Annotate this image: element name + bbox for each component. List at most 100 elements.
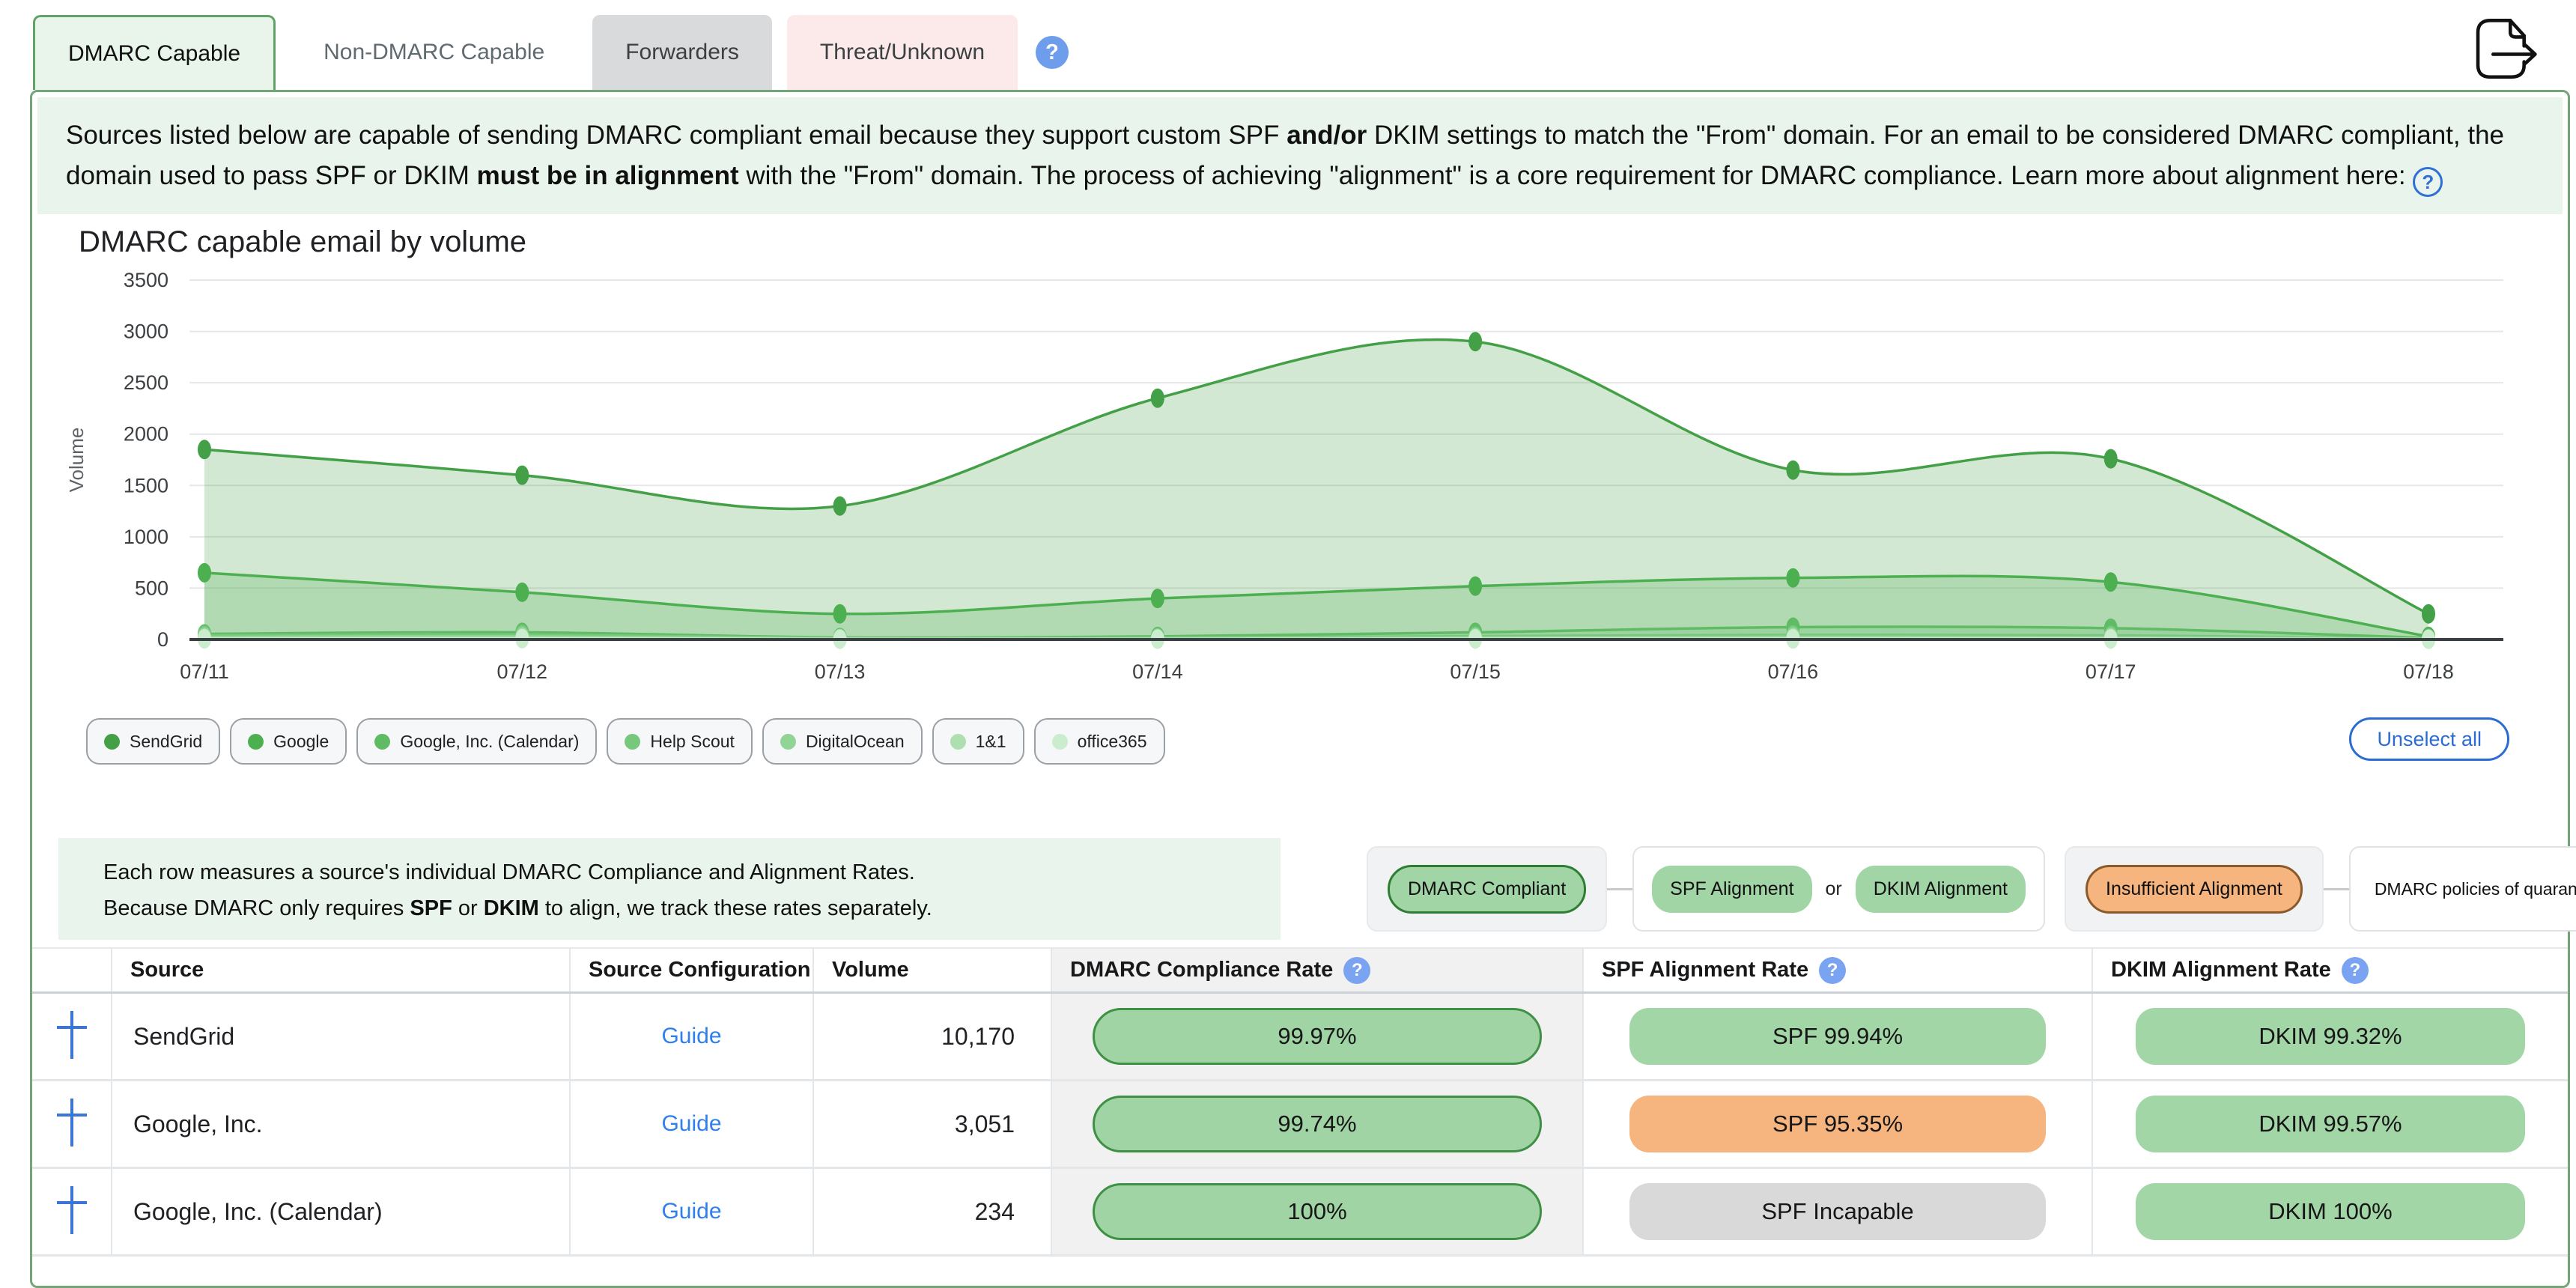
chart-legend: SendGrid Google Google, Inc. (Calendar) … (86, 717, 2509, 765)
info-line-1: Each row measures a source's individual … (103, 860, 915, 884)
legend-card-insufficient: Insufficient Alignment (2065, 846, 2324, 932)
or-label: or (1825, 878, 1842, 899)
svg-text:0: 0 (157, 628, 168, 651)
sources-table: Source Source Configuration Volume DMARC… (32, 947, 2568, 1257)
legend-card-note: DMARC policies of quarantine or reject w… (2348, 846, 2576, 932)
volume-area-chart: 0 500 1000 1500 2000 2500 3000 3500 Volume 07/11 0… (65, 269, 2503, 683)
legend-chip-office365[interactable]: office365 (1033, 718, 1165, 765)
tabs-help-icon[interactable]: ? (1036, 36, 1069, 69)
legend-card-alignment: SPF Alignment or DKIM Alignment (1632, 846, 2046, 932)
legend-chip-1and1[interactable]: 1&1 (932, 718, 1024, 765)
expand-row-button[interactable] (32, 1081, 111, 1167)
policy-note: DMARC policies of quarantine or reject w… (2374, 878, 2576, 899)
legend-chip-label: Help Scout (650, 731, 735, 751)
tab-non-dmarc-capable[interactable]: Non-DMARC Capable (291, 15, 578, 90)
series-color-dot (780, 733, 796, 750)
tab-threat-unknown[interactable]: Threat/Unknown (786, 15, 1018, 90)
svg-text:2000: 2000 (124, 423, 168, 446)
export-button[interactable] (2470, 15, 2539, 84)
table-row: Google, Inc. Guide 3,051 99.74% SPF 95.3… (32, 1081, 2568, 1169)
tab-dmarc-capable[interactable]: DMARC Capable (33, 15, 276, 90)
description-text: DKIM settings to match the "From" domain… (66, 121, 2505, 190)
description-text: with the "From" domain. The process of a… (738, 161, 2414, 190)
legend-chip-google-calendar[interactable]: Google, Inc. (Calendar) (356, 718, 598, 765)
volume-value: 234 (812, 1169, 1051, 1254)
insufficient-alignment-badge: Insufficient Alignment (2086, 864, 2303, 914)
dkim-alignment-pill: DKIM 99.57% (2136, 1096, 2525, 1152)
svg-text:07/18: 07/18 (2403, 660, 2454, 683)
guide-link[interactable]: Guide (661, 1199, 722, 1224)
svg-text:3500: 3500 (124, 269, 168, 291)
dmarc-rate-help-icon[interactable]: ? (1343, 956, 1371, 984)
legend-chip-label: 1&1 (975, 731, 1006, 751)
tab-bar: DMARC Capable Non-DMARC Capable Forwarde… (33, 15, 1069, 90)
legend-chip-help-scout[interactable]: Help Scout (607, 718, 753, 765)
spf-rate-help-icon[interactable]: ? (1819, 956, 1847, 984)
header-spf-alignment-rate: SPF Alignment Rate ? (1582, 949, 2092, 991)
svg-text:07/15: 07/15 (1450, 660, 1501, 683)
svg-text:07/12: 07/12 (496, 660, 547, 683)
source-name: Google, Inc. (111, 1081, 569, 1167)
svg-text:2500: 2500 (124, 371, 168, 394)
legend-chip-label: DigitalOcean (805, 731, 905, 751)
series-color-dot (104, 733, 120, 750)
spf-alignment-pill: SPF 99.94% (1629, 1008, 2046, 1065)
dmarc-capable-panel: Sources listed below are capable of send… (30, 90, 2576, 1288)
guide-link[interactable]: Guide (661, 1024, 722, 1048)
series-color-dot (248, 733, 264, 750)
plus-icon (55, 1183, 88, 1241)
legend-chip-sendgrid[interactable]: SendGrid (86, 718, 221, 765)
table-row: Google, Inc. (Calendar) Guide 234 100% S… (32, 1169, 2568, 1257)
info-line-2: Because DMARC only requires SPF or DKIM … (103, 896, 932, 920)
alignment-help-icon[interactable]: ? (2413, 167, 2443, 197)
plus-icon (55, 1008, 88, 1066)
expand-row-button[interactable] (32, 994, 111, 1079)
svg-text:1500: 1500 (124, 474, 168, 496)
description-bold-andor: and/or (1287, 121, 1367, 150)
dkim-alignment-pill: DKIM 100% (2136, 1183, 2525, 1240)
dkim-rate-help-icon[interactable]: ? (2341, 956, 2369, 984)
source-name: SendGrid (111, 994, 569, 1079)
legend-card-compliant: DMARC Compliant (1367, 846, 1608, 932)
header-dmarc-compliance-rate: DMARC Compliance Rate ? (1051, 949, 1582, 991)
plus-icon (55, 1096, 88, 1153)
svg-text:1000: 1000 (124, 526, 168, 548)
header-source-configuration: Source Configuration (569, 949, 812, 991)
svg-text:3000: 3000 (124, 321, 168, 343)
table-info-box: Each row measures a source's individual … (58, 838, 1281, 940)
volume-value: 10,170 (812, 994, 1051, 1079)
description-text: Sources listed below are capable of send… (66, 121, 1287, 150)
expand-row-button[interactable] (32, 1169, 111, 1254)
spf-alignment-pill: SPF Incapable (1629, 1183, 2046, 1240)
svg-text:07/11: 07/11 (180, 660, 229, 683)
legend-chip-google[interactable]: Google (230, 718, 347, 765)
svg-text:07/13: 07/13 (815, 660, 866, 683)
table-row: SendGrid Guide 10,170 99.97% SPF 99.94% … (32, 994, 2568, 1081)
legend-connector (1607, 887, 1633, 890)
header-source: Source (111, 949, 569, 991)
series-color-dot (950, 733, 966, 750)
spf-alignment-badge: SPF Alignment (1652, 865, 1812, 913)
volume-value: 3,051 (812, 1081, 1051, 1167)
unselect-all-button[interactable]: Unselect all (2349, 717, 2509, 761)
svg-text:07/17: 07/17 (2086, 660, 2136, 683)
svg-text:07/14: 07/14 (1132, 660, 1183, 683)
tab-forwarders[interactable]: Forwarders (592, 15, 772, 90)
dkim-alignment-pill: DKIM 99.32% (2136, 1008, 2525, 1065)
panel-description: Sources listed below are capable of send… (37, 97, 2563, 214)
export-icon (2470, 19, 2539, 86)
spf-alignment-pill: SPF 95.35% (1629, 1096, 2046, 1152)
legend-chip-label: SendGrid (130, 731, 203, 751)
chart-title: DMARC capable email by volume (79, 225, 527, 258)
legend-chip-label: Google (273, 731, 329, 751)
rating-legend: DMARC Compliant SPF Alignment or DKIM Al… (1367, 838, 2576, 940)
svg-text:07/16: 07/16 (1768, 660, 1819, 683)
guide-link[interactable]: Guide (661, 1111, 722, 1136)
series-color-dot (625, 733, 641, 750)
description-bold-alignment: must be in alignment (476, 161, 739, 190)
series-color-dot (1051, 733, 1068, 750)
series-color-dot (374, 733, 391, 750)
dkim-alignment-badge: DKIM Alignment (1855, 865, 2026, 913)
legend-chip-label: office365 (1077, 731, 1147, 751)
legend-chip-digitalocean[interactable]: DigitalOcean (762, 718, 923, 765)
